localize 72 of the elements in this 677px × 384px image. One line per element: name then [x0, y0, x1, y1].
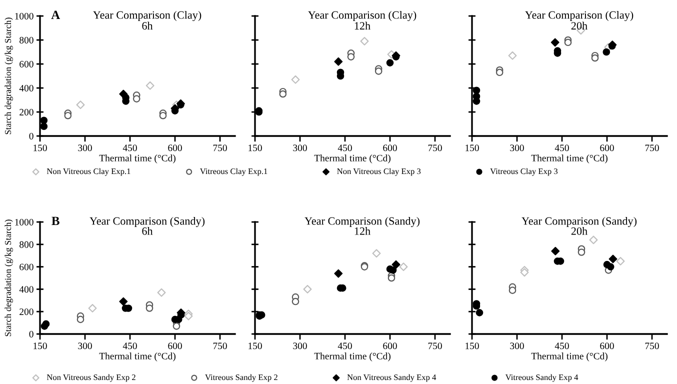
- x-tick-label: 150: [466, 342, 479, 350]
- x-tick-label: 750: [645, 144, 659, 152]
- chart-subtitle: 12h: [354, 22, 370, 30]
- x-axis-title: Thermal time (°Cd): [314, 352, 390, 362]
- x-tick-label: 600: [168, 144, 182, 152]
- y-tick-label: 0: [29, 330, 34, 338]
- chart-subtitle: 20h: [571, 22, 588, 30]
- x-tick-label: 450: [554, 144, 569, 152]
- legend-label: Non Vitreous Sandy Exp 4: [347, 374, 436, 382]
- x-tick-label: 600: [600, 144, 614, 152]
- x-tick-label: 300: [78, 144, 92, 152]
- x-axis-title: Thermal time (°Cd): [531, 352, 608, 362]
- x-tick-label: 150: [466, 144, 479, 152]
- chart-title: Year Comparison (Sandy): [522, 216, 637, 228]
- y-axis-title: Starch degradation (g/kg Starch): [4, 220, 13, 336]
- x-tick-label: 150: [248, 342, 262, 350]
- legend-label: Vitreous Clay Exp 3: [490, 168, 558, 176]
- x-tick-label: 150: [248, 144, 262, 152]
- legend-label: Vitreous Sandy Exp 2: [205, 374, 278, 382]
- x-tick-label: 450: [338, 342, 352, 350]
- chart-subtitle: 6h: [142, 227, 153, 235]
- legend-label: Vitreous Sandy Exp 4: [505, 374, 578, 382]
- x-tick-label: 600: [168, 342, 182, 350]
- x-axis-title: Thermal time (°Cd): [99, 154, 176, 164]
- legend-label: Non Vitreous Clay Exp.1: [46, 168, 130, 176]
- x-tick-label: 750: [428, 342, 442, 350]
- y-tick-label: 800: [20, 241, 34, 248]
- x-axis-title: Thermal time (°Cd): [314, 154, 390, 164]
- chart-title: Year Comparison (Sandy): [304, 216, 420, 228]
- chart-subtitle: 6h: [142, 22, 153, 30]
- x-tick-label: 150: [34, 144, 47, 152]
- x-tick-label: 750: [213, 342, 227, 350]
- y-tick-label: 0: [29, 132, 34, 140]
- y-tick-label: 400: [19, 84, 34, 92]
- x-tick-label: 600: [383, 342, 397, 350]
- x-tick-label: 450: [122, 342, 137, 350]
- x-axis-title: Thermal time (°Cd): [99, 352, 176, 362]
- chart-title: Year Comparison (Clay): [308, 10, 416, 22]
- y-tick-label: 200: [20, 108, 34, 116]
- annotation: A: [51, 10, 60, 20]
- legend-label: Non Vitreous Clay Exp 3: [337, 168, 421, 176]
- y-tick-label: 600: [20, 60, 34, 68]
- x-tick-label: 150: [34, 342, 47, 350]
- y-tick-label: 1000: [15, 12, 34, 20]
- x-tick-label: 750: [428, 144, 442, 152]
- x-tick-label: 450: [122, 144, 137, 152]
- y-tick-label: 200: [20, 308, 34, 316]
- x-tick-label: 450: [554, 342, 569, 350]
- y-tick-label: 1000: [15, 218, 34, 226]
- x-tick-label: 450: [338, 144, 352, 152]
- x-tick-label: 600: [600, 342, 614, 350]
- y-tick-label: 600: [20, 264, 34, 270]
- annotation: B: [52, 216, 60, 226]
- x-tick-label: 300: [78, 342, 92, 350]
- x-tick-label: 750: [213, 144, 227, 152]
- legend-label: Vitreous Clay Exp.1: [200, 168, 268, 176]
- x-tick-label: 750: [645, 342, 659, 350]
- x-tick-label: 300: [510, 144, 524, 152]
- x-tick-label: 600: [383, 144, 397, 152]
- legend-label: Non Vitreous Sandy Exp 2: [46, 374, 136, 382]
- y-tick-label: 800: [20, 36, 34, 44]
- x-tick-label: 300: [293, 144, 307, 152]
- x-tick-label: 300: [293, 342, 307, 350]
- y-axis-title: Starch degradation (g/kg Starch): [4, 18, 13, 134]
- chart-subtitle: 20h: [571, 227, 588, 235]
- chart-title: Year Comparison (Clay): [525, 10, 634, 22]
- x-axis-title: Thermal time (°Cd): [531, 154, 608, 164]
- chart-title: Year Comparison (Sandy): [90, 216, 205, 228]
- y-tick-label: 400: [19, 286, 34, 293]
- chart-subtitle: 12h: [354, 227, 370, 235]
- chart-title: Year Comparison (Clay): [93, 10, 202, 22]
- x-tick-label: 300: [510, 342, 524, 350]
